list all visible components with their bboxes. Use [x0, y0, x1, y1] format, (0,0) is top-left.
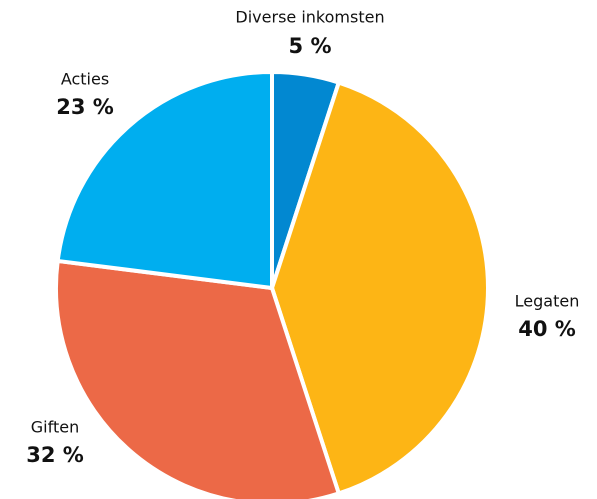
slice-label: Legaten [515, 292, 580, 311]
slice-value: 5 % [289, 34, 332, 58]
slice-label: Diverse inkomsten [235, 8, 384, 27]
pie-slice [55, 70, 274, 290]
slice-label: Giften [31, 418, 79, 437]
slice-value: 23 % [56, 95, 114, 119]
pie-slice [270, 80, 490, 496]
slice-value: 32 % [26, 443, 84, 467]
slice-label: Acties [61, 70, 109, 89]
pie-slice [54, 258, 341, 499]
slice-value: 40 % [518, 317, 576, 341]
